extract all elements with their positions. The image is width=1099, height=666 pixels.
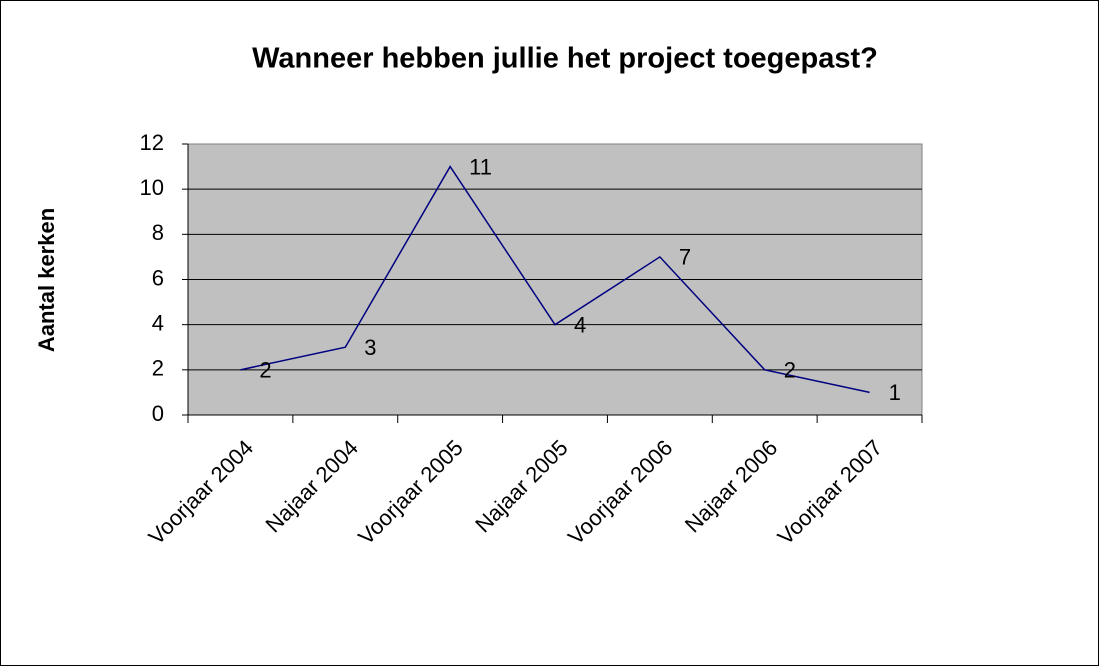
data-line (240, 165, 870, 394)
chart-title: Wanneer hebben jullie het project toegep… (252, 43, 878, 75)
data-label: 2 (784, 358, 796, 383)
y-tick-label: 4 (152, 310, 164, 335)
data-label: 3 (364, 335, 376, 360)
y-axis-label: Aantal kerken (34, 208, 59, 352)
data-label: 1 (889, 380, 901, 405)
y-tick-label: 8 (152, 220, 164, 245)
data-label: 7 (679, 245, 691, 270)
data-label: 4 (574, 312, 586, 337)
data-label: 2 (259, 358, 271, 383)
y-tick-label: 10 (140, 175, 164, 200)
data-label: 11 (469, 154, 492, 179)
y-tick-label: 0 (152, 401, 164, 426)
y-tick-label: 6 (152, 265, 164, 290)
y-tick-label: 2 (152, 356, 164, 381)
y-tick-label: 12 (140, 130, 164, 155)
